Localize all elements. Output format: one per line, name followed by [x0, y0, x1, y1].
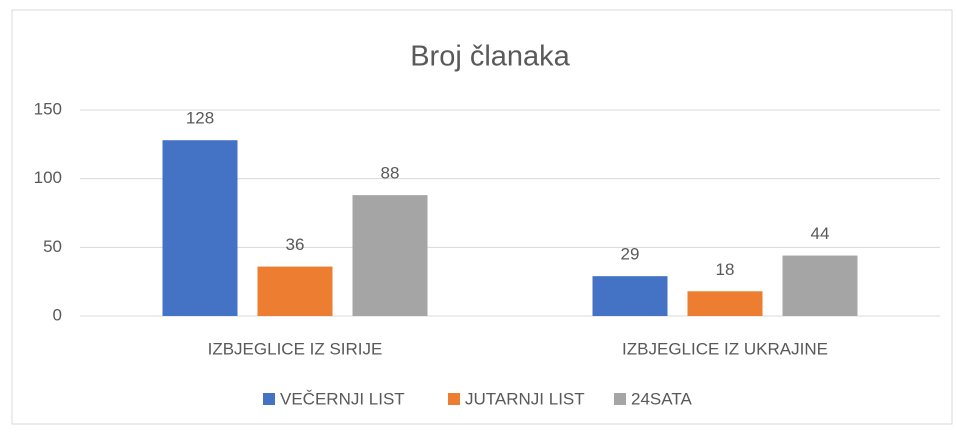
data-label: 88 — [381, 164, 400, 183]
bar — [257, 266, 333, 316]
bar — [592, 276, 668, 316]
legend-swatch — [614, 393, 626, 405]
y-tick-label: 100 — [34, 168, 62, 187]
bar — [162, 140, 238, 316]
legend-swatch — [448, 393, 460, 405]
data-label: 18 — [716, 260, 735, 279]
y-tick-label: 50 — [43, 237, 62, 256]
y-tick-label: 0 — [53, 305, 62, 324]
chart-title: Broj članaka — [410, 41, 570, 73]
legend-label: JUTARNJI LIST — [465, 389, 585, 408]
legend-label: 24SATA — [631, 389, 692, 408]
legend-swatch — [263, 393, 275, 405]
bar — [352, 195, 428, 316]
bar — [687, 291, 763, 316]
bar — [782, 255, 858, 316]
data-label: 29 — [621, 245, 640, 264]
x-tick-label: IZBJEGLICE IZ UKRAJINE — [622, 339, 828, 358]
data-label: 44 — [811, 224, 830, 243]
legend-label: VEČERNJI LIST — [280, 389, 405, 408]
x-tick-label: IZBJEGLICE IZ SIRIJE — [208, 339, 383, 358]
data-label: 36 — [286, 235, 305, 254]
y-tick-label: 150 — [34, 99, 62, 118]
data-label: 128 — [186, 109, 214, 128]
